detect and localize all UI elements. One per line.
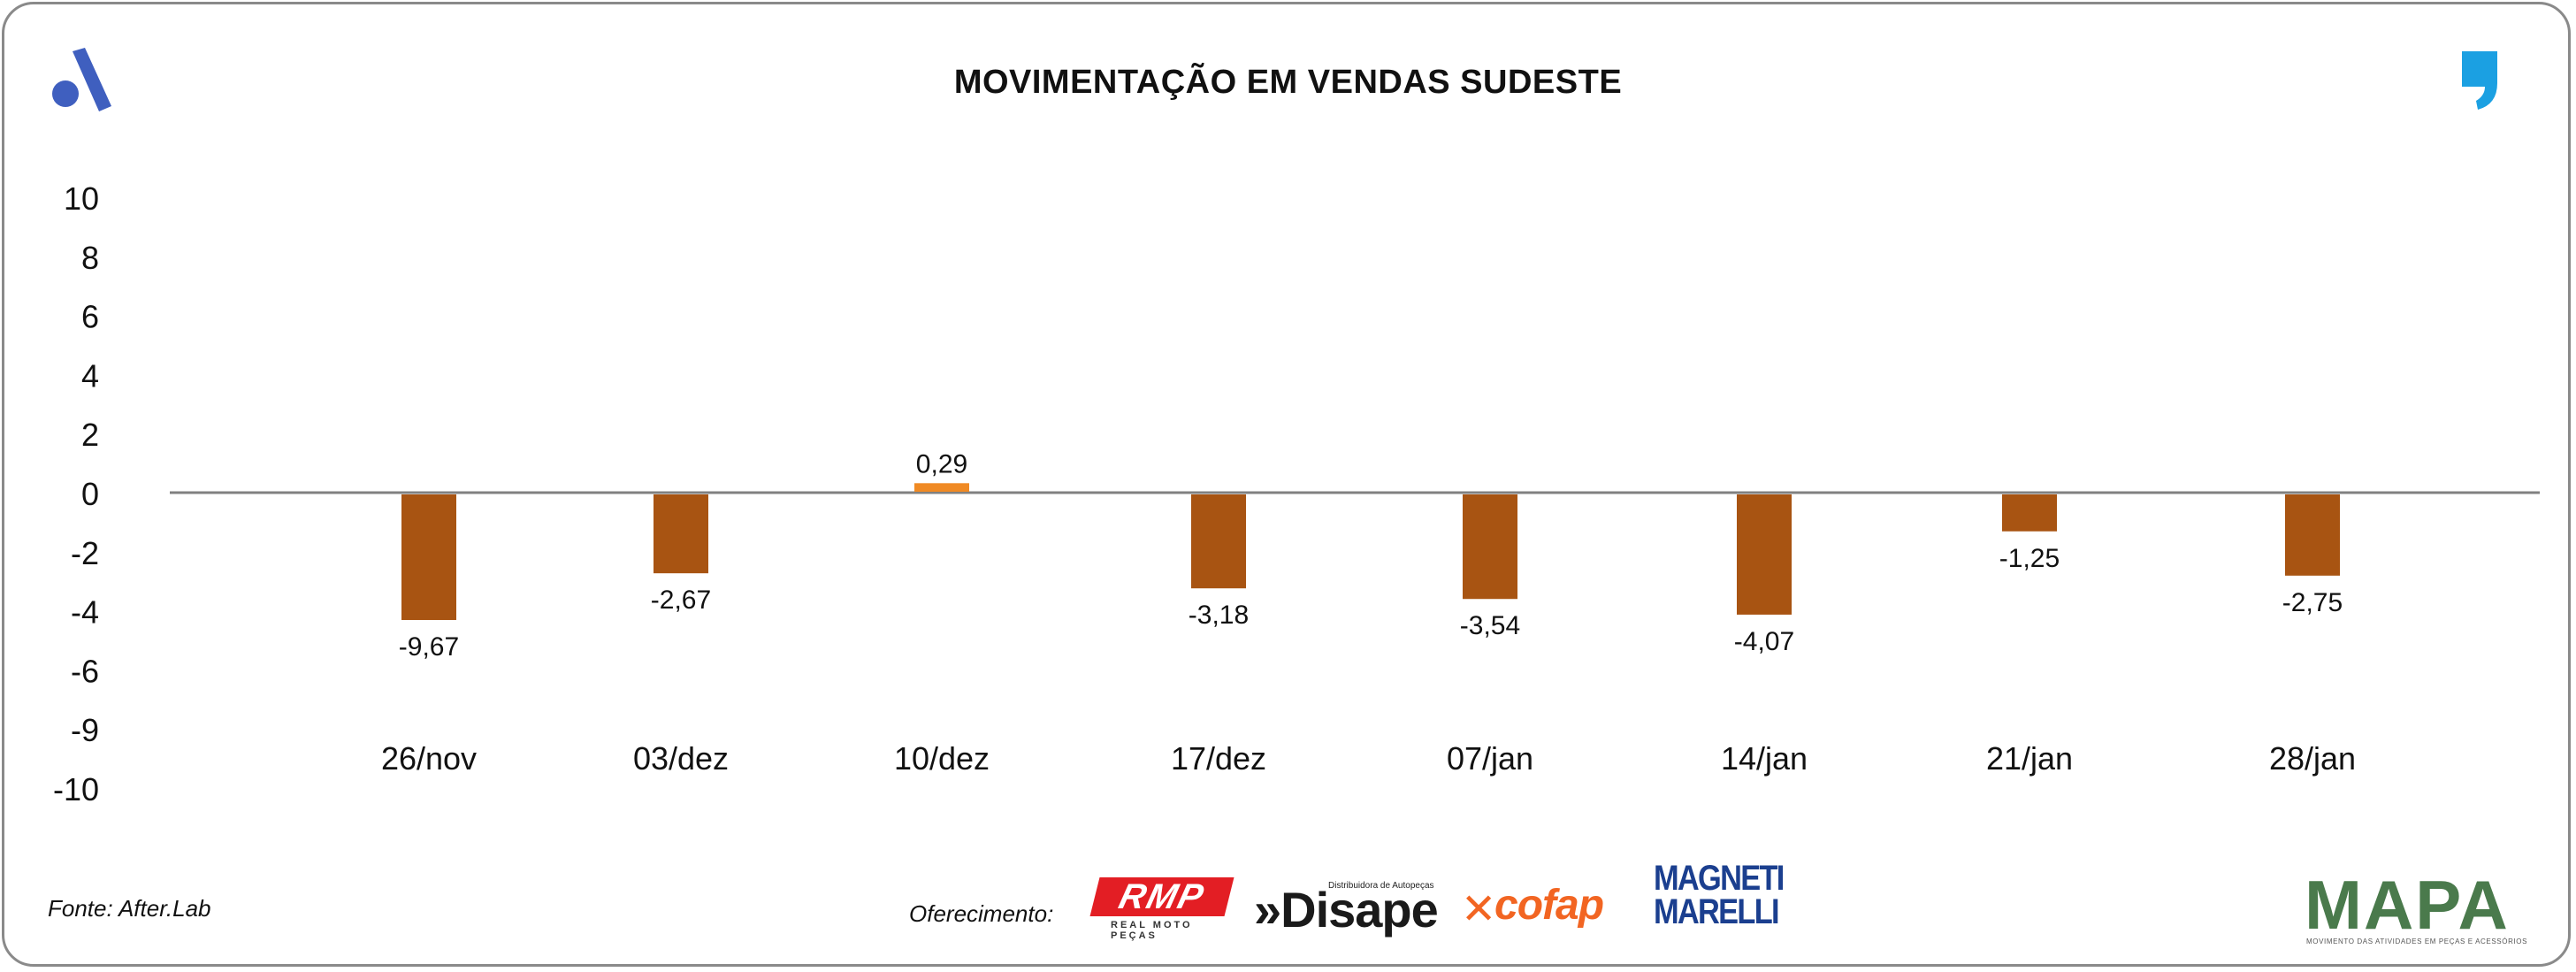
data-label: -9,67: [399, 632, 459, 662]
mapa-logo: MAPA MOVIMENTO DAS ATIVIDADES EM PEÇAS E…: [2305, 866, 2528, 945]
disape-logo: »Disape Distribuidora de Autopeças: [1254, 881, 1439, 938]
y-tick-label: -4: [71, 594, 99, 631]
bar: [1463, 494, 1517, 600]
x-tick-label: 14/jan: [1721, 740, 1808, 777]
data-label: 0,29: [916, 449, 967, 478]
bar: [2002, 494, 2057, 532]
bar: [1191, 494, 1246, 589]
bar: [1737, 494, 1792, 615]
quote-mark-icon: [2462, 51, 2497, 110]
x-tick-label: 26/nov: [381, 740, 477, 777]
bar: [401, 494, 456, 620]
data-label: -2,75: [2282, 588, 2343, 617]
y-tick-label: -6: [71, 653, 99, 689]
y-tick-label: 0: [81, 476, 99, 512]
y-tick-label: 4: [81, 357, 99, 394]
cofap-logo: ✕ cofap: [1461, 882, 1604, 933]
y-tick-label: -10: [53, 771, 99, 807]
y-tick-label: -2: [71, 535, 99, 571]
magneti-marelli-logo: MAGNETI MARELLI: [1654, 859, 1785, 931]
x-tick-label: 03/dez: [633, 740, 729, 777]
rmp-logo: RMP REAL MOTO PEÇAS: [1089, 877, 1234, 941]
data-label: -3,18: [1189, 601, 1249, 630]
sponsor-label: Oferecimento:: [909, 900, 1054, 927]
x-tick-label: 10/dez: [894, 740, 990, 777]
x-tick-label: 28/jan: [2269, 740, 2356, 777]
brand-a-logo-icon: [52, 48, 111, 111]
bar: [914, 483, 969, 492]
data-label: -2,67: [651, 585, 711, 615]
y-tick-label: 2: [81, 417, 99, 453]
x-tick-label: 17/dez: [1171, 740, 1266, 777]
bar: [654, 494, 708, 574]
bar: [2285, 494, 2340, 576]
y-tick-label: 6: [81, 299, 99, 335]
x-tick-label: 07/jan: [1447, 740, 1533, 777]
data-label: -4,07: [1734, 627, 1794, 656]
chart-title: MOVIMENTAÇÃO EM VENDAS SUDESTE: [953, 64, 1623, 101]
data-label: -1,25: [1999, 544, 2060, 573]
data-label: -3,54: [1460, 611, 1520, 640]
source-note: Fonte: After.Lab: [48, 895, 211, 922]
y-tick-label: -9: [71, 712, 99, 748]
y-tick-label: 10: [64, 180, 99, 217]
bar-chart: 10 8 6 4 2 0 -2 -4 -6 -9 -10 -9,67 26/nov -2,67 03/dez…: [53, 180, 2540, 807]
y-tick-label: 8: [81, 240, 99, 276]
x-tick-label: 21/jan: [1986, 740, 2073, 777]
